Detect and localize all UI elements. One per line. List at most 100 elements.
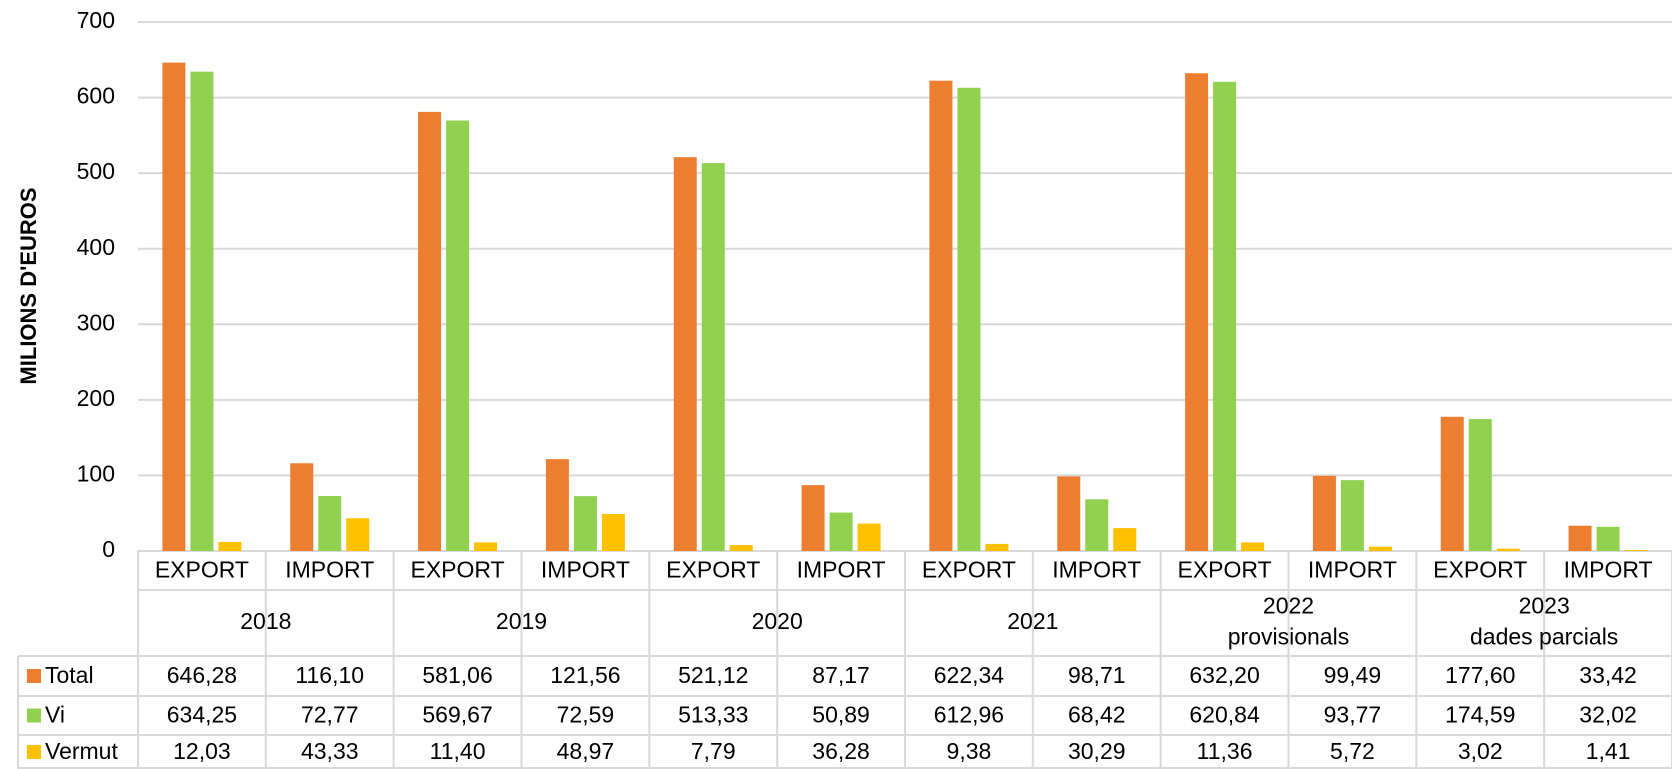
bar: [673, 157, 697, 551]
bar: [1085, 499, 1109, 551]
y-tick-label: 400: [77, 234, 115, 260]
group-label: 2020: [752, 608, 803, 634]
data-label: 521,12: [678, 662, 748, 688]
data-label: 72,59: [557, 702, 615, 728]
data-label: 32,02: [1579, 702, 1637, 728]
y-tick-label: 100: [77, 461, 115, 487]
legend-swatch: [27, 708, 41, 723]
group-label: 2023: [1519, 593, 1570, 619]
x-tick-label: EXPORT: [155, 557, 249, 583]
y-tick-label: 500: [77, 158, 115, 184]
y-tick-label: 600: [77, 83, 115, 109]
bar: [218, 541, 242, 551]
x-tick-label: IMPORT: [1308, 557, 1397, 583]
data-label: 12,03: [173, 738, 231, 764]
bar: [162, 62, 186, 551]
legend-label: Vermut: [45, 738, 118, 764]
data-label: 646,28: [167, 662, 237, 688]
group-label: provisionals: [1228, 624, 1349, 650]
data-label: 116,10: [295, 662, 364, 688]
x-tick-label: IMPORT: [285, 557, 374, 583]
bar: [1057, 476, 1081, 551]
bar: [1496, 548, 1520, 551]
bar: [1185, 73, 1209, 551]
y-tick-label: 700: [77, 7, 115, 33]
bar: [1340, 480, 1364, 551]
data-label: 7,79: [691, 738, 736, 764]
bar: [1624, 549, 1648, 551]
data-label: 30,29: [1068, 738, 1126, 764]
bar: [573, 496, 597, 551]
data-label: 99,49: [1324, 662, 1382, 688]
bar: [290, 463, 314, 551]
x-tick-label: EXPORT: [1178, 557, 1272, 583]
group-label: 2019: [496, 608, 547, 634]
bar: [1440, 416, 1464, 551]
bar: [446, 120, 470, 551]
data-label: 1,41: [1586, 738, 1631, 764]
data-label: 513,33: [678, 702, 748, 728]
legend-label: Vi: [45, 702, 65, 728]
group-label: dades parcials: [1470, 624, 1618, 650]
bar: [190, 71, 214, 551]
bar: [1568, 525, 1592, 551]
bar: [985, 543, 1009, 551]
data-label: 177,60: [1445, 662, 1515, 688]
data-label: 620,84: [1189, 702, 1260, 728]
x-tick-label: EXPORT: [666, 557, 760, 583]
data-label: 612,96: [934, 702, 1004, 728]
bar: [1596, 526, 1620, 551]
y-axis-label: MILIONS D'EUROS: [16, 187, 41, 384]
data-label: 93,77: [1324, 702, 1382, 728]
bar: [474, 542, 498, 551]
y-tick-label: 200: [77, 385, 115, 411]
data-label: 5,72: [1330, 738, 1375, 764]
bar: [1113, 528, 1137, 551]
y-tick-label: 0: [102, 536, 115, 562]
data-label: 11,40: [430, 738, 486, 764]
bar: [545, 459, 569, 551]
data-label: 121,56: [550, 662, 620, 688]
bar: [801, 485, 825, 551]
data-label: 48,97: [557, 738, 615, 764]
data-label: 581,06: [422, 662, 492, 688]
data-label: 632,20: [1189, 662, 1259, 688]
data-label: 50,89: [812, 702, 870, 728]
bar: [1368, 546, 1392, 551]
bar: [346, 518, 370, 551]
data-label: 622,34: [934, 662, 1005, 688]
bar: [829, 512, 853, 551]
data-label: 33,42: [1579, 662, 1637, 688]
bar: [957, 87, 981, 551]
bar: [1468, 419, 1492, 551]
bar: [857, 523, 881, 551]
data-label: 87,17: [812, 662, 870, 688]
bar: [1213, 81, 1237, 552]
data-label: 43,33: [301, 738, 359, 764]
bar: [318, 496, 342, 551]
bar: [1241, 542, 1265, 551]
data-label: 36,28: [812, 738, 870, 764]
x-tick-label: IMPORT: [1564, 557, 1653, 583]
data-label: 9,38: [947, 738, 992, 764]
group-label: 2021: [1007, 608, 1058, 634]
y-tick-label: 300: [77, 309, 115, 335]
data-label: 3,02: [1458, 738, 1503, 764]
bar: [601, 513, 625, 551]
legend-label: Total: [45, 662, 94, 688]
x-tick-label: EXPORT: [411, 557, 505, 583]
x-tick-label: EXPORT: [1433, 557, 1527, 583]
bar: [701, 163, 725, 551]
legend-swatch: [27, 745, 41, 759]
legend-swatch: [27, 669, 41, 683]
data-label: 174,59: [1445, 702, 1515, 728]
x-tick-label: IMPORT: [797, 557, 886, 583]
bar: [729, 545, 753, 551]
bar: [418, 111, 442, 552]
x-tick-label: EXPORT: [922, 557, 1016, 583]
group-label: 2018: [240, 608, 291, 634]
x-tick-label: IMPORT: [541, 557, 630, 583]
data-label: 68,42: [1068, 702, 1126, 728]
group-label: 2022: [1263, 593, 1314, 619]
data-label: 72,77: [301, 702, 359, 728]
